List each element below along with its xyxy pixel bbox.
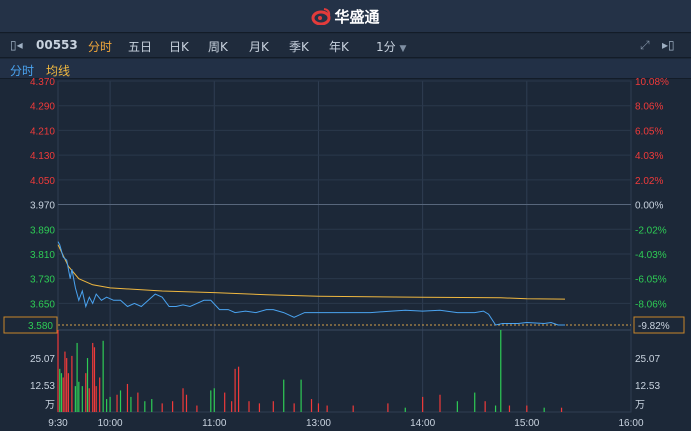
tab-monthly-k[interactable]: 月K [249, 40, 269, 54]
current-price-box [3, 316, 58, 334]
volume-tick-right: 25.07 [635, 354, 660, 365]
price-line [57, 241, 565, 326]
volume-tick-right: 12.53 [635, 381, 660, 392]
tab-intraday[interactable]: 分时 [88, 40, 113, 54]
time-tick: 9:30 [48, 418, 68, 429]
app-header: 华盛通 [0, 0, 691, 33]
chevron-down-icon: ▼ [399, 44, 407, 54]
price-tick: 3.970 [30, 201, 55, 212]
pct-tick: 2.02% [635, 176, 663, 187]
tab-daily-k[interactable]: 日K [169, 40, 189, 54]
price-tick: 4.370 [30, 77, 55, 88]
time-tick: 13:00 [306, 418, 331, 429]
interval-value: 1分 [376, 40, 396, 54]
fullscreen-icon[interactable]: ⤢ [640, 38, 650, 52]
volume-tick: 25.07 [30, 354, 55, 365]
tab-yearly-k[interactable]: 年K [329, 40, 349, 54]
price-tick: 4.050 [30, 176, 55, 187]
legend-avg: 均线 [46, 64, 71, 78]
pct-tick: -6.05% [635, 275, 667, 286]
pct-tick: 10.08% [635, 77, 669, 88]
current-pct-box [633, 316, 685, 334]
price-tick: 3.650 [30, 299, 55, 310]
app-logo: 华盛通 [311, 6, 380, 27]
time-tick: 14:00 [410, 418, 435, 429]
collapse-left-icon[interactable]: ▯◂ [10, 38, 23, 52]
pct-tick: 4.03% [635, 151, 663, 162]
chart-legend: 分时 均线 [0, 59, 691, 79]
current-pct: -9.82% [638, 321, 670, 332]
collapse-right-icon[interactable]: ▸▯ [662, 38, 675, 52]
time-tick: 15:00 [514, 418, 539, 429]
chart-toolbar: ▯◂ 00553 分时 五日 日K 周K 月K 季K 年K 1分 ▼ ⤢ ▸▯ [0, 34, 691, 58]
pct-tick: 8.06% [635, 102, 663, 113]
stock-code: 00553 [36, 38, 78, 52]
pct-tick: -2.02% [635, 225, 667, 236]
price-tick: 3.730 [30, 275, 55, 286]
volume-tick: 12.53 [30, 381, 55, 392]
pct-tick: 6.05% [635, 126, 663, 137]
price-tick: 4.210 [30, 126, 55, 137]
time-tick: 16:00 [618, 418, 643, 429]
volume-unit-right: 万 [635, 400, 645, 411]
tab-quarterly-k[interactable]: 季K [289, 40, 309, 54]
time-tick: 10:00 [98, 418, 123, 429]
time-tick: 11:00 [202, 418, 227, 429]
price-tick: 4.130 [30, 151, 55, 162]
volume-unit: 万 [45, 400, 55, 411]
legend-price: 分时 [10, 64, 35, 78]
tab-weekly-k[interactable]: 周K [208, 40, 228, 54]
logo-icon [311, 8, 331, 25]
price-tick: 3.890 [30, 225, 55, 236]
current-price: 3.580 [28, 321, 53, 332]
avg-line [57, 244, 566, 300]
interval-dropdown[interactable]: 1分 ▼ [376, 38, 406, 55]
tab-five-day[interactable]: 五日 [128, 40, 153, 54]
pct-tick: -4.03% [635, 250, 667, 261]
pct-tick: 0.00% [635, 201, 663, 212]
price-tick: 3.810 [30, 250, 55, 261]
app-title: 华盛通 [334, 7, 380, 26]
price-tick: 4.290 [30, 102, 55, 113]
pct-tick: -8.06% [635, 299, 667, 310]
